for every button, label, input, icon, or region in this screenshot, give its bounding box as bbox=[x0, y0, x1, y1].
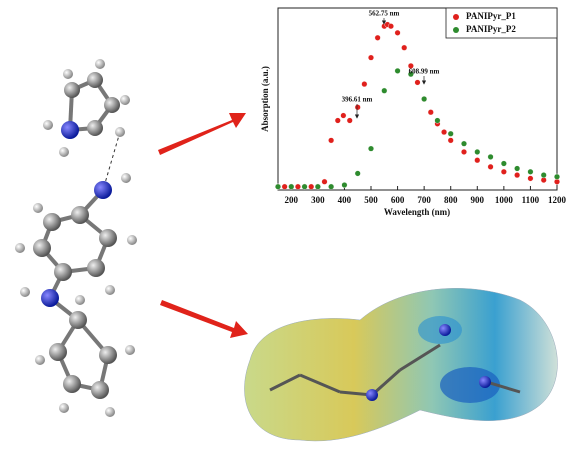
data-point bbox=[554, 173, 561, 180]
data-point bbox=[361, 81, 368, 88]
x-tick-label: 500 bbox=[364, 195, 378, 205]
x-tick-label: 600 bbox=[391, 195, 405, 205]
atoms bbox=[15, 59, 137, 417]
data-point bbox=[288, 183, 295, 190]
annotation: 562.75 nm bbox=[369, 10, 400, 18]
data-point bbox=[294, 183, 301, 190]
data-point bbox=[554, 178, 561, 185]
x-tick-label: 300 bbox=[311, 195, 325, 205]
data-point bbox=[527, 175, 534, 182]
data-point bbox=[328, 183, 335, 190]
data-point bbox=[514, 165, 521, 172]
annotation: 608.99 nm bbox=[409, 68, 440, 76]
legend-box bbox=[445, 7, 558, 39]
x-tick-label: 1100 bbox=[522, 195, 540, 205]
y-axis-label: Absorption (a.u.) bbox=[260, 66, 270, 132]
data-point bbox=[275, 183, 282, 190]
data-point bbox=[394, 67, 401, 74]
legend-marker bbox=[453, 27, 459, 33]
data-point bbox=[421, 95, 428, 102]
data-point bbox=[341, 182, 348, 189]
data-point bbox=[340, 112, 347, 119]
x-tick-label: 200 bbox=[285, 195, 299, 205]
data-point bbox=[387, 23, 394, 30]
data-point bbox=[461, 140, 468, 147]
x-tick-label: 1200 bbox=[548, 195, 567, 205]
x-tick-label: 1000 bbox=[495, 195, 514, 205]
data-point bbox=[500, 168, 507, 175]
data-point bbox=[514, 172, 521, 179]
data-point bbox=[354, 170, 361, 177]
x-tick-label: 800 bbox=[444, 195, 458, 205]
arrows bbox=[158, 113, 248, 338]
data-point bbox=[346, 117, 353, 124]
data-point bbox=[328, 137, 335, 144]
data-point bbox=[447, 137, 454, 144]
x-axis-label: Wavelength (nm) bbox=[384, 207, 450, 217]
data-point bbox=[281, 183, 288, 190]
data-point bbox=[474, 157, 481, 164]
data-point bbox=[368, 54, 375, 61]
data-point bbox=[474, 148, 481, 155]
legend-label: PANIPyr_P1 bbox=[466, 11, 516, 21]
data-point bbox=[334, 117, 341, 124]
data-point bbox=[540, 177, 547, 184]
data-point bbox=[427, 109, 434, 116]
chart: Wavelength (nm) Absorption (a.u.) 200 300… bbox=[260, 7, 567, 217]
data-point bbox=[540, 172, 547, 179]
data-point bbox=[447, 130, 454, 137]
h-bond bbox=[102, 131, 121, 191]
data-point bbox=[401, 44, 408, 51]
data-point bbox=[407, 71, 414, 78]
data-point bbox=[381, 87, 388, 94]
x-tick-label: 400 bbox=[338, 195, 352, 205]
data-point bbox=[500, 160, 507, 167]
data-point bbox=[301, 183, 308, 190]
data-point bbox=[407, 62, 414, 69]
x-tick-label: 900 bbox=[471, 195, 485, 205]
data-point bbox=[487, 163, 494, 170]
legend-label: PANIPyr_P2 bbox=[466, 24, 516, 34]
data-point bbox=[434, 117, 441, 124]
legend-marker bbox=[453, 14, 459, 20]
data-point bbox=[354, 104, 361, 111]
data-point bbox=[394, 29, 401, 36]
data-point bbox=[374, 34, 381, 41]
data-point bbox=[414, 79, 421, 86]
annotation: 396.61 nm bbox=[342, 96, 373, 104]
data-point bbox=[368, 145, 375, 152]
esp-surface bbox=[244, 288, 558, 442]
data-point bbox=[308, 183, 315, 190]
data-point bbox=[321, 178, 328, 185]
data-point bbox=[441, 129, 448, 136]
data-point bbox=[487, 153, 494, 160]
data-point bbox=[314, 183, 321, 190]
data-point bbox=[461, 148, 468, 155]
x-tick-label: 700 bbox=[417, 195, 431, 205]
data-point bbox=[527, 168, 534, 175]
plot-frame bbox=[277, 7, 558, 191]
